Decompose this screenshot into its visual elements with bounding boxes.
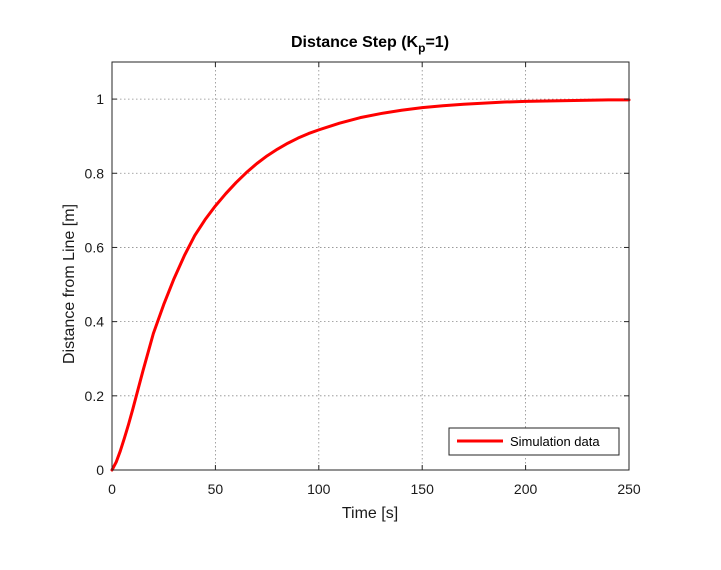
- y-axis-label: Distance from Line [m]: [61, 204, 78, 364]
- series-line-simulation-data: [110, 98, 631, 472]
- x-tick-label: 100: [307, 481, 331, 497]
- y-tick-label: 0.8: [85, 165, 105, 181]
- y-tick-label: 0: [96, 462, 104, 478]
- y-tick-label: 0.6: [85, 239, 105, 255]
- x-tick-label: 50: [208, 481, 224, 497]
- x-tick-label: 250: [617, 481, 641, 497]
- ticks: 0 50 100 150 200 250 0 0.2 0.4 0.6 0.8 1: [85, 62, 641, 497]
- legend-label: Simulation data: [510, 434, 600, 449]
- chart-title-subscript: p: [418, 41, 425, 55]
- series-layer: [110, 98, 631, 472]
- plot-frame: [111, 61, 630, 471]
- x-axis-label: Time [s]: [342, 505, 398, 522]
- plot-area: [112, 62, 629, 470]
- y-tick-label: 0.4: [85, 314, 105, 330]
- legend: Simulation data: [448, 427, 620, 456]
- chart-title: Distance Step (Kp=1): [291, 34, 449, 55]
- x-tick-label: 200: [514, 481, 538, 497]
- chart-title-tail: =1): [425, 34, 449, 51]
- y-tick-label: 0.2: [85, 388, 105, 404]
- chart-title-main: Distance Step (K: [291, 34, 419, 51]
- x-tick-label: 0: [108, 481, 116, 497]
- y-tick-label: 1: [96, 91, 104, 107]
- x-tick-label: 150: [411, 481, 435, 497]
